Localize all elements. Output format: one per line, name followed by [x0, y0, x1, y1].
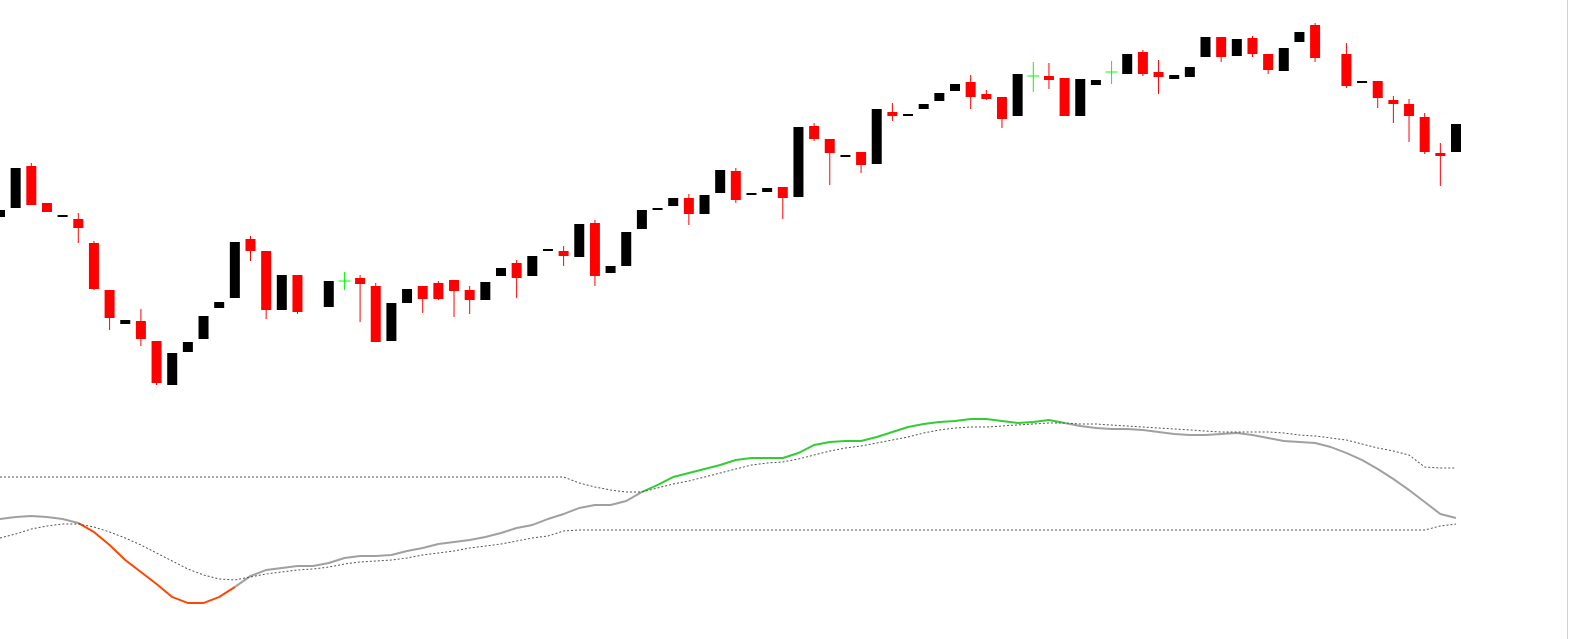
candle-body: [449, 280, 460, 291]
candle-body: [1294, 32, 1305, 42]
candle-body: [1216, 37, 1227, 57]
candle-body: [621, 232, 632, 266]
candle-body: [668, 198, 679, 206]
candle-body: [1137, 52, 1148, 74]
candle-body: [1122, 54, 1133, 74]
candle-body: [104, 290, 115, 318]
candle-body: [10, 168, 21, 208]
candle-body: [261, 251, 272, 310]
candle-body: [1059, 78, 1070, 116]
candle-body: [1451, 124, 1461, 152]
candle-body: [245, 239, 256, 251]
candle-body: [1043, 76, 1054, 80]
candle-body: [1372, 81, 1383, 98]
candle-body: [1278, 48, 1289, 71]
candle-body: [198, 316, 209, 339]
candle-body: [323, 281, 334, 307]
candle-body: [918, 104, 929, 109]
candle-body: [809, 126, 820, 139]
candle-body: [229, 242, 240, 298]
candle-body: [1435, 153, 1446, 156]
oscillator-line: [641, 418, 1065, 493]
candle-body: [386, 303, 397, 341]
candle-body: [1090, 80, 1101, 85]
candle-body: [746, 193, 757, 195]
candle-body: [0, 210, 5, 217]
oscillator-line: [0, 422, 1457, 588]
candle-body: [981, 94, 992, 99]
candle-body: [292, 275, 303, 312]
candle-body: [950, 84, 961, 91]
candle-body: [151, 341, 162, 383]
candle-body: [527, 256, 538, 276]
candle-body: [41, 203, 52, 212]
candle-body: [182, 342, 193, 352]
candle-body: [699, 195, 710, 214]
candle-body: [589, 223, 600, 276]
candle-body: [511, 263, 522, 278]
candle-body: [88, 243, 99, 289]
candle-body: [417, 286, 428, 299]
candle-body: [480, 282, 491, 300]
candle-body: [777, 187, 788, 198]
candle-body: [1075, 79, 1086, 116]
candle-body: [887, 112, 898, 116]
candle-body: [856, 152, 867, 165]
candle-body: [370, 286, 381, 342]
candle-body: [1231, 39, 1242, 56]
candle-body: [762, 188, 773, 192]
candle-body: [824, 139, 835, 153]
candle-body: [965, 82, 976, 97]
candle-body: [636, 210, 647, 229]
candle-body: [542, 249, 553, 251]
candle-body: [1200, 37, 1211, 57]
candle-body: [214, 302, 225, 308]
candle-body: [934, 93, 945, 101]
candle-body: [605, 266, 616, 273]
candle-body: [996, 97, 1007, 119]
candle-body: [1404, 104, 1415, 116]
candle-body: [1153, 72, 1164, 77]
candle-body: [73, 219, 84, 228]
candle-body: [1341, 54, 1352, 86]
oscillator-line: [77, 522, 236, 604]
candle-body: [276, 275, 287, 310]
candle-body: [871, 109, 882, 164]
candle-body: [402, 289, 413, 303]
candle-body: [57, 215, 68, 217]
candle-body: [1310, 25, 1321, 58]
candle-body: [135, 321, 146, 339]
candle-body: [1357, 81, 1368, 83]
candle-body: [793, 127, 804, 197]
band-line: [0, 422, 1456, 493]
candle-body: [1388, 100, 1399, 104]
candle-body: [1012, 74, 1023, 116]
candle-body: [495, 268, 506, 276]
candle-body: [1419, 117, 1430, 152]
candle-body: [683, 198, 694, 214]
candle-body: [730, 171, 741, 200]
candle-body: [652, 208, 663, 210]
candle-body: [26, 166, 37, 205]
candle-body: [167, 353, 178, 385]
candle-body: [715, 170, 726, 193]
candle-body: [1169, 75, 1180, 79]
candle-body: [355, 278, 366, 284]
candle-body: [120, 320, 131, 324]
candle-body: [464, 290, 475, 300]
band-line: [0, 523, 1457, 581]
candle-body: [1184, 67, 1195, 77]
candle-body: [574, 224, 585, 257]
candle-body: [1247, 38, 1258, 54]
candle-body: [840, 155, 851, 157]
candle-body: [558, 251, 569, 256]
candle-body: [903, 114, 914, 116]
candle-body: [433, 283, 444, 299]
candle-body: [1263, 54, 1274, 70]
